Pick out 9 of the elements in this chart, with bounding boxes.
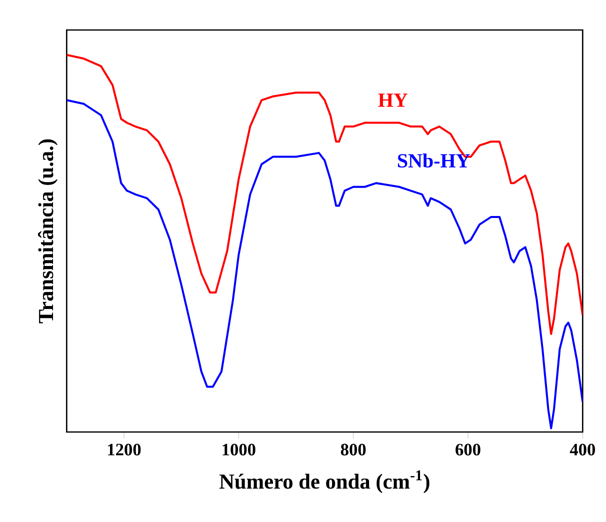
x-tick-label: 400 — [570, 444, 595, 456]
x-tick-label: 600 — [456, 444, 480, 456]
y-axis-title: Transmitância (u.a.) — [38, 139, 58, 324]
series-label: SNb-HY — [398, 153, 470, 168]
x-tick-label: 1200 — [108, 444, 141, 456]
series-label: HY — [378, 94, 408, 107]
x-tick-label: 800 — [340, 444, 366, 456]
x-axis-title: Número de onda (cm$^{-1}$) — [219, 470, 430, 494]
x-tick-label: 1000 — [222, 444, 256, 456]
